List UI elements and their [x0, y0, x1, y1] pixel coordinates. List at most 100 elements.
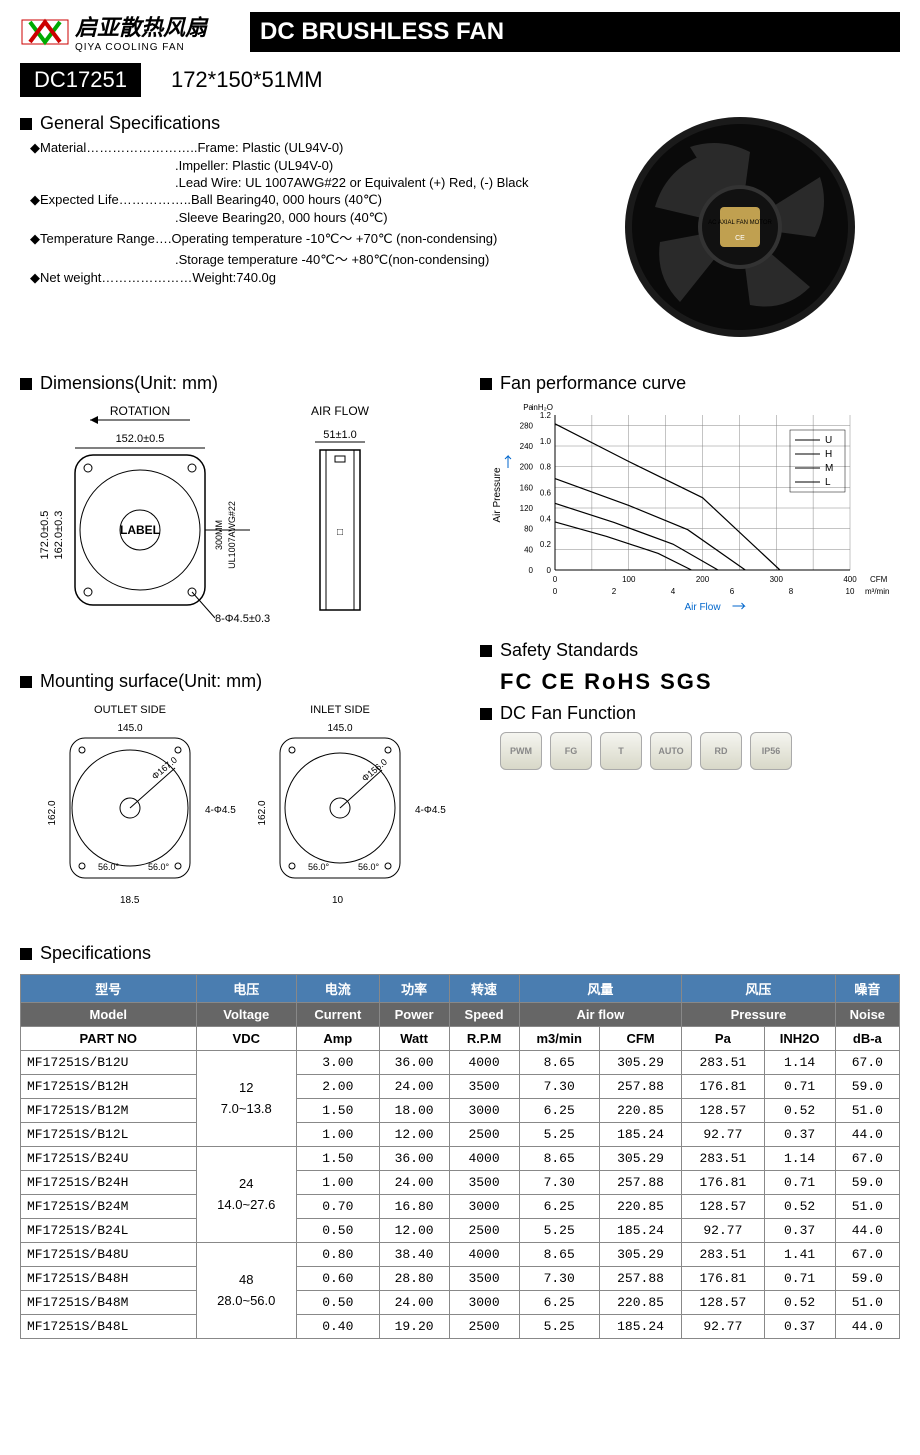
table-cell: 1.00: [297, 1171, 380, 1195]
table-row: MF17251S/B48H0.6028.8035007.30257.88176.…: [21, 1267, 900, 1291]
table-cell: 19.20: [379, 1315, 449, 1339]
table-cell: 176.81: [682, 1171, 764, 1195]
table-cell: 7.30: [519, 1171, 599, 1195]
table-cell: 44.0: [835, 1123, 899, 1147]
svg-text:M: M: [825, 463, 833, 474]
dimensions-figure: ROTATION 152.0±0.5 LABEL 172.0±0.5 162.0…: [20, 400, 460, 660]
table-cell: 2500: [449, 1123, 519, 1147]
svg-text:10: 10: [846, 587, 855, 596]
table-hdr2-cell: Voltage: [196, 1003, 296, 1027]
svg-text:80: 80: [524, 525, 533, 534]
svg-text:162.0: 162.0: [257, 800, 268, 825]
table-cell: 3.00: [297, 1051, 380, 1075]
table-hdr3-cell: R.P.M: [449, 1027, 519, 1051]
table-row: MF17251S/B48U4828.0~56.00.8038.4040008.6…: [21, 1243, 900, 1267]
table-cell: 5.25: [519, 1123, 599, 1147]
svg-text:ROTATION: ROTATION: [110, 404, 170, 418]
table-hdr1-cell: 电压: [196, 975, 296, 1003]
spec-leadwire: .Lead Wire: UL 1007AWG#22 or Equivalent …: [175, 175, 560, 190]
svg-text:Air Flow: Air Flow: [684, 602, 721, 613]
logo-block: 启亚散热风扇 QIYA COOLING FAN: [20, 10, 250, 53]
logo-cn: 启亚散热风扇: [75, 10, 207, 42]
svg-text:8-Φ4.5±0.3: 8-Φ4.5±0.3: [215, 613, 270, 625]
table-cell: 24.00: [379, 1171, 449, 1195]
svg-text:L: L: [825, 477, 831, 488]
table-cell: 28.80: [379, 1267, 449, 1291]
table-hdr2-cell: Noise: [835, 1003, 899, 1027]
table-hdr2-cell: Current: [297, 1003, 380, 1027]
svg-text:8: 8: [789, 587, 794, 596]
table-hdr2-cell: Model: [21, 1003, 197, 1027]
table-cell: 59.0: [835, 1171, 899, 1195]
table-hdr1-cell: 电流: [297, 975, 380, 1003]
table-cell: MF17251S/B24M: [21, 1195, 197, 1219]
table-cell: 176.81: [682, 1267, 764, 1291]
table-cell: 305.29: [599, 1051, 681, 1075]
svg-text:152.0±0.5: 152.0±0.5: [116, 433, 165, 445]
table-cell: 128.57: [682, 1099, 764, 1123]
svg-text:160: 160: [520, 483, 534, 492]
general-section: General Specifications ◆Material………………………: [20, 107, 900, 347]
table-cell: 1.14: [764, 1051, 835, 1075]
table-cell: 67.0: [835, 1051, 899, 1075]
table-cell: MF17251S/B48H: [21, 1267, 197, 1291]
table-cell: 0.52: [764, 1195, 835, 1219]
safety-standards: FC CE RoHS SGS: [500, 669, 900, 695]
table-cell: 0.52: [764, 1291, 835, 1315]
svg-text:0.6: 0.6: [540, 489, 552, 498]
table-cell: 3000: [449, 1195, 519, 1219]
svg-text:U: U: [825, 435, 832, 446]
table-cell: 1.14: [764, 1147, 835, 1171]
table-cell: 0.37: [764, 1219, 835, 1243]
table-cell: 8.65: [519, 1243, 599, 1267]
table-cell: 92.77: [682, 1123, 764, 1147]
svg-text:400: 400: [843, 575, 857, 584]
page: 启亚散热风扇 QIYA COOLING FAN DC BRUSHLESS FAN…: [0, 0, 920, 1349]
svg-text:1.2: 1.2: [540, 411, 552, 420]
spec-table-wrapper: 型号电压电流功率转速风量风压噪音 ModelVoltageCurrentPowe…: [20, 974, 900, 1339]
svg-text:300: 300: [770, 575, 784, 584]
dimensions-heading: Dimensions(Unit: mm): [20, 373, 460, 394]
svg-text:162.0: 162.0: [47, 800, 58, 825]
table-row: MF17251S/B12U127.0~13.83.0036.0040008.65…: [21, 1051, 900, 1075]
table-row: MF17251S/B48L0.4019.2025005.25185.2492.7…: [21, 1315, 900, 1339]
svg-text:10: 10: [332, 895, 344, 906]
spec-temp: ◆Temperature Range….Operating temperatur…: [30, 228, 560, 247]
svg-text:4: 4: [671, 587, 676, 596]
table-cell: 18.00: [379, 1099, 449, 1123]
svg-text:1.0: 1.0: [540, 437, 552, 446]
table-cell: 44.0: [835, 1219, 899, 1243]
spec-temp-storage: .Storage temperature -40℃～ +80℃(non-cond…: [175, 249, 560, 268]
table-hdr1-cell: 风量: [519, 975, 682, 1003]
spec-table: 型号电压电流功率转速风量风压噪音 ModelVoltageCurrentPowe…: [20, 974, 900, 1339]
table-hdr3-cell: dB-a: [835, 1027, 899, 1051]
performance-chart: 0408012016020024028000.20.40.60.81.01.2P…: [480, 400, 900, 620]
spec-life: ◆Expected Life……………..Ball Bearing40, 000…: [30, 192, 560, 208]
svg-text:inH₂O: inH₂O: [532, 403, 553, 412]
svg-text:40: 40: [524, 545, 533, 554]
table-voltage-cell: 4828.0~56.0: [196, 1243, 296, 1339]
svg-text:145.0: 145.0: [117, 723, 142, 734]
table-cell: MF17251S/B24U: [21, 1147, 197, 1171]
svg-text:0.8: 0.8: [540, 463, 552, 472]
table-cell: 0.70: [297, 1195, 380, 1219]
table-cell: 3500: [449, 1171, 519, 1195]
table-cell: 67.0: [835, 1147, 899, 1171]
table-cell: 8.65: [519, 1147, 599, 1171]
svg-text:4-Φ4.5: 4-Φ4.5: [205, 805, 236, 816]
table-cell: 0.60: [297, 1267, 380, 1291]
table-cell: 0.71: [764, 1075, 835, 1099]
svg-text:H: H: [825, 449, 832, 460]
model-row: DC17251 172*150*51MM: [20, 63, 900, 97]
svg-text:56.0°: 56.0°: [358, 862, 380, 872]
table-cell: MF17251S/B48M: [21, 1291, 197, 1315]
table-cell: 12.00: [379, 1123, 449, 1147]
table-cell: 7.30: [519, 1267, 599, 1291]
svg-text:51±1.0: 51±1.0: [323, 429, 357, 441]
svg-text:0: 0: [553, 587, 558, 596]
spec-impeller: .Impeller: Plastic (UL94V-0): [175, 158, 560, 173]
table-cell: 0.50: [297, 1291, 380, 1315]
table-cell: MF17251S/B12H: [21, 1075, 197, 1099]
table-hdr3-cell: INH2O: [764, 1027, 835, 1051]
mid-row: Dimensions(Unit: mm) ROTATION 152.0±0.5 …: [20, 367, 900, 923]
